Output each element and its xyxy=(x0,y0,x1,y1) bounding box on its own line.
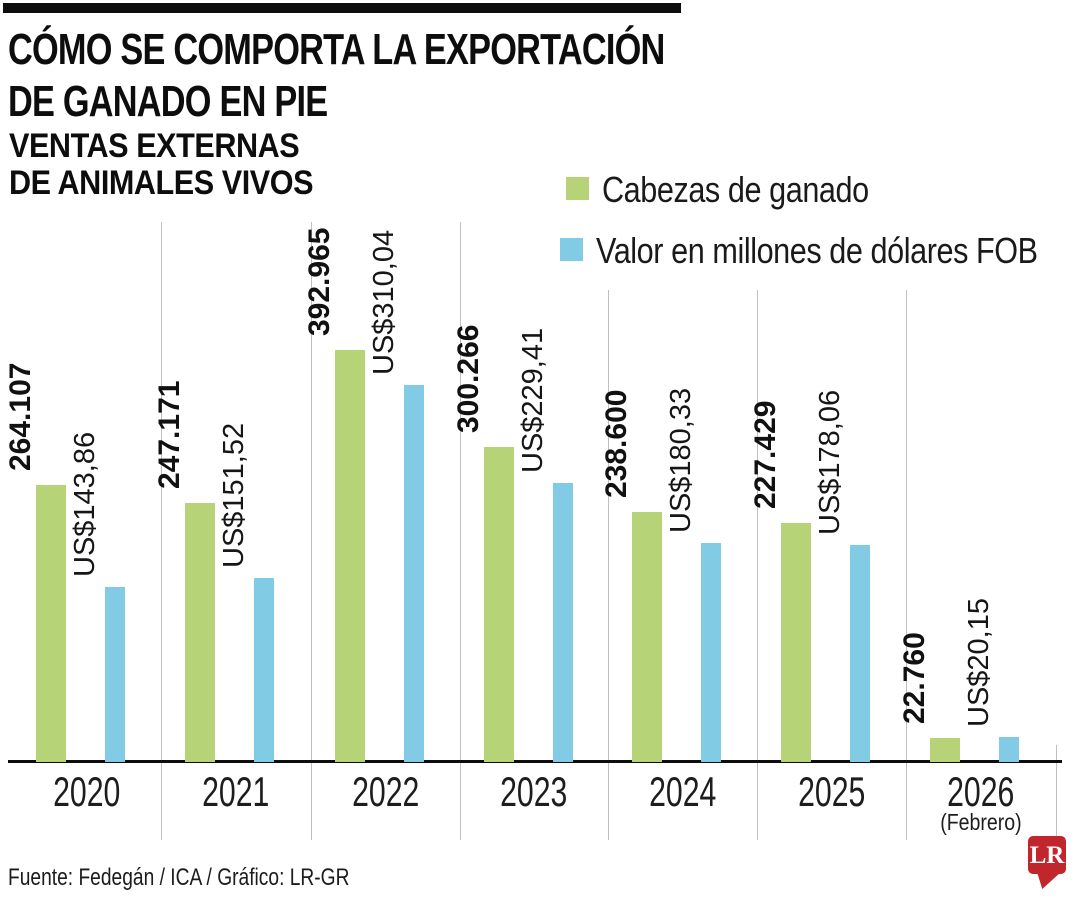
x-axis-baseline xyxy=(8,760,1062,763)
bar-valor-2022 xyxy=(404,385,424,762)
bar-value-label-valor-2026: US$20,15 xyxy=(963,598,995,727)
category-separator-line xyxy=(906,290,907,840)
bar-valor-2024 xyxy=(701,543,721,762)
chart-subtitle-line1: VENTAS EXTERNAS xyxy=(9,127,300,165)
bar-value-label-cabezas-2026: 22.760 xyxy=(898,632,931,724)
x-axis-label-2026: 2026 xyxy=(906,768,1056,816)
bar-valor-2020 xyxy=(105,587,125,762)
bar-valor-2026 xyxy=(999,737,1019,762)
x-axis-label-text: 2026 xyxy=(947,768,1015,815)
lr-logo-tail xyxy=(1037,872,1061,889)
bar-cabezas-2026 xyxy=(930,738,960,762)
x-axis-note-2026: (Febrero) xyxy=(906,809,1056,836)
chart-subtitle: VENTAS EXTERNAS DE ANIMALES VIVOS xyxy=(9,127,314,202)
x-axis-label-text: 2023 xyxy=(500,768,568,815)
x-axis-label-text: 2021 xyxy=(202,768,270,815)
bar-cabezas-2020 xyxy=(36,485,66,762)
bar-valor-2023 xyxy=(553,483,573,762)
category-separator-line xyxy=(608,290,609,840)
bar-valor-2021 xyxy=(254,578,274,762)
x-axis-label-text: 2022 xyxy=(351,768,420,815)
bar-value-label-valor-2024: US$180,33 xyxy=(665,387,697,533)
legend-label-cabezas: Cabezas de ganado xyxy=(602,169,869,210)
category-separator-line xyxy=(311,222,312,840)
header-accent-bar xyxy=(3,3,681,13)
bar-value-label-valor-2025: US$178,06 xyxy=(814,389,846,535)
x-axis-label-2025: 2025 xyxy=(757,768,906,816)
bar-cabezas-2023 xyxy=(484,447,514,762)
bar-value-label-cabezas-2023: 300.266 xyxy=(452,324,485,433)
x-axis-label-text: 2024 xyxy=(648,768,717,815)
legend-label-valor: Valor en millones de dólares FOB xyxy=(596,230,1038,271)
x-axis-label-2021: 2021 xyxy=(161,768,311,816)
bar-cabezas-2021 xyxy=(185,503,215,762)
page-title: CÓMO SE COMPORTA LA EXPORTACIÓN DE GANAD… xyxy=(8,24,665,128)
x-axis-note-text: (Febrero) xyxy=(940,809,1022,835)
bar-cabezas-2025 xyxy=(781,523,811,762)
bar-value-label-valor-2022: US$310,04 xyxy=(368,229,400,375)
page-title-line1: CÓMO SE COMPORTA LA EXPORTACIÓN xyxy=(8,25,665,74)
x-axis-label-2020: 2020 xyxy=(12,768,161,816)
category-separator-line xyxy=(757,290,758,840)
category-separator-line xyxy=(161,222,162,840)
page-title-line2: DE GANADO EN PIE xyxy=(8,77,328,126)
chart-subtitle-line2: DE ANIMALES VIVOS xyxy=(9,164,314,202)
bar-value-label-valor-2021: US$151,52 xyxy=(218,422,250,568)
legend-swatch-blue xyxy=(560,238,583,261)
bar-value-label-valor-2020: US$143,86 xyxy=(69,431,101,577)
legend-item-cabezas: Cabezas de ganado xyxy=(566,169,869,210)
lr-logo: LR xyxy=(1028,836,1066,874)
category-separator-line xyxy=(1056,745,1057,840)
source-text: Fuente: Fedegán / ICA / Gráfico: LR-GR xyxy=(8,864,350,891)
bar-value-label-valor-2023: US$229,41 xyxy=(517,327,549,473)
bar-valor-2025 xyxy=(850,545,870,762)
bar-value-label-cabezas-2021: 247.171 xyxy=(153,380,186,489)
bar-cabezas-2024 xyxy=(632,512,662,762)
legend-item-valor: Valor en millones de dólares FOB xyxy=(560,230,1038,271)
x-axis-label-2024: 2024 xyxy=(608,768,757,816)
x-axis-label-text: 2020 xyxy=(52,768,121,815)
bar-value-label-cabezas-2025: 227.429 xyxy=(749,400,782,509)
x-axis-label-2022: 2022 xyxy=(311,768,460,816)
category-separator-line xyxy=(460,222,461,840)
x-axis-label-text: 2025 xyxy=(797,768,866,815)
bar-value-label-cabezas-2024: 238.600 xyxy=(600,389,633,498)
x-axis-label-2023: 2023 xyxy=(460,768,608,816)
bar-cabezas-2022 xyxy=(335,350,365,762)
bar-value-label-cabezas-2022: 392.965 xyxy=(303,227,336,336)
bar-value-label-cabezas-2020: 264.107 xyxy=(4,362,37,471)
legend-swatch-green xyxy=(566,177,589,200)
